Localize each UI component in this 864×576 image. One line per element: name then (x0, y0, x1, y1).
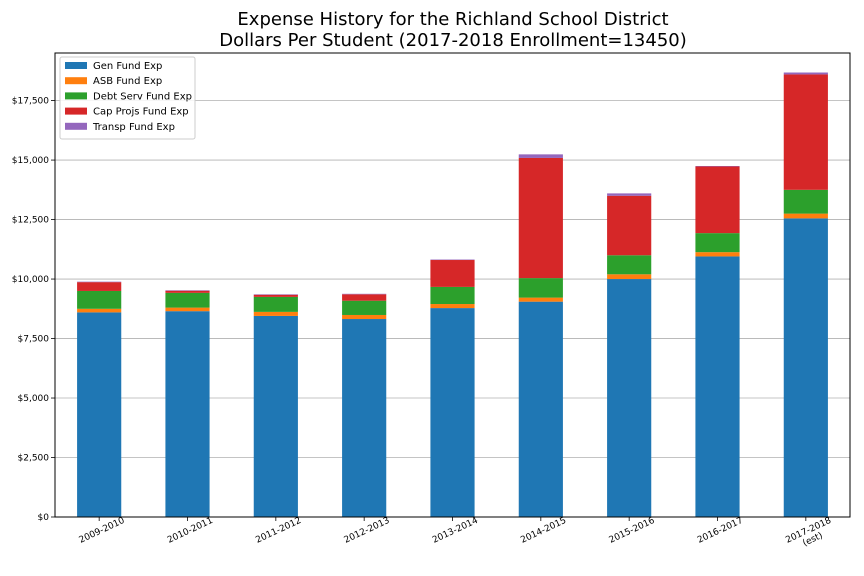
legend-label: Transp Fund Exp (92, 122, 175, 133)
bar-segment (165, 292, 210, 308)
bar-segment (607, 195, 652, 256)
x-tick-label: 2015-2016 (608, 516, 657, 546)
y-tick-label: $0 (38, 513, 50, 523)
x-tick-label: 2011-2012 (254, 516, 303, 546)
bar-segment (77, 290, 122, 309)
bar-segment (783, 189, 828, 214)
x-tick-label-line: 2016-2017 (696, 516, 745, 546)
bar-segment (607, 193, 652, 196)
x-tick-label: 2012-2013 (343, 516, 392, 546)
bar-segment (695, 166, 740, 234)
chart-title-line-2: Dollars Per Student (2017-2018 Enrollmen… (219, 30, 687, 51)
legend-label: Debt Serv Fund Exp (93, 91, 192, 102)
x-tick-label-line: 2010-2011 (166, 516, 215, 546)
y-tick-label: $7,500 (18, 335, 50, 345)
bar-segment (165, 307, 210, 312)
x-tick-label: 2009-2010 (78, 516, 127, 546)
legend-swatch (65, 77, 87, 85)
bar-segment (77, 308, 122, 313)
x-tick-label-line: 2012-2013 (343, 516, 392, 546)
bar-segment (518, 301, 563, 517)
chart-title-line-1: Expense History for the Richland School … (237, 9, 668, 30)
bar-segment (695, 252, 740, 257)
bar-segment (695, 256, 740, 517)
x-tick-label: 2013-2014 (431, 516, 480, 546)
bar-segment (607, 255, 652, 275)
bar-segment (342, 314, 387, 320)
bar-segment (783, 213, 828, 219)
y-tick-label: $10,000 (12, 275, 49, 285)
bars (77, 72, 828, 517)
bar-segment (783, 218, 828, 517)
bar-segment (253, 294, 298, 297)
bar-segment (165, 311, 210, 517)
legend-box (59, 56, 196, 140)
x-tick-label-line: 2013-2014 (431, 516, 480, 546)
bar-segment (430, 286, 475, 305)
bar-segment (77, 312, 122, 517)
bar-segment (430, 308, 475, 517)
x-tick-label: 2016-2017 (696, 516, 745, 546)
bar-segment (342, 300, 387, 315)
y-tick-label: $15,000 (12, 156, 49, 166)
legend-swatch (65, 107, 87, 115)
bar-segment (607, 279, 652, 517)
legend: Gen Fund Exp ASB Fund Exp Debt Serv Fund E… (59, 56, 196, 140)
bar-segment (518, 154, 563, 158)
y-tick-label: $5,000 (18, 394, 50, 404)
legend-swatch (65, 62, 87, 69)
x-tick-label: 2010-2011 (166, 516, 215, 546)
x-axis: 2009-2010 2010-2011 2011-2012 2012-2013 2013… (78, 516, 834, 549)
bar-segment (253, 315, 298, 517)
legend-label: Gen Fund Exp (93, 61, 162, 72)
legend-swatch (65, 92, 87, 100)
legend-swatch (65, 122, 87, 130)
bar-segment (430, 260, 475, 287)
x-tick-label: 2014-2015 (519, 516, 568, 546)
y-tick-label: $12,500 (12, 216, 49, 226)
legend-label: ASB Fund Exp (93, 76, 162, 87)
bar-segment (342, 294, 387, 301)
y-axis: $0 $2,500 $5,000 $7,500 $10,000 $12,500 $15,00… (12, 97, 55, 523)
bar-segment (430, 304, 475, 309)
bar-segment (165, 290, 210, 293)
bar-segment (518, 157, 563, 279)
bar-segment (607, 274, 652, 280)
bar-segment (783, 72, 828, 75)
bar-segment (77, 282, 122, 291)
bar-segment (253, 311, 298, 316)
x-tick-label-line: 2009-2010 (78, 516, 127, 546)
x-tick-label: 2017-2018(est) (784, 516, 833, 549)
x-tick-label-line: 2014-2015 (519, 516, 568, 546)
bar-segment (518, 297, 563, 302)
bar-segment (695, 233, 740, 253)
bar-segment (783, 74, 828, 190)
x-tick-label-line: 2011-2012 (254, 516, 303, 546)
bar-segment (342, 319, 387, 517)
bar-segment (518, 278, 563, 298)
x-tick-label-line: 2015-2016 (608, 516, 657, 546)
bar-segment (253, 296, 298, 312)
legend-label: Cap Projs Fund Exp (93, 107, 189, 118)
y-tick-label: $17,500 (12, 97, 49, 107)
y-tick-label: $2,500 (18, 454, 50, 464)
